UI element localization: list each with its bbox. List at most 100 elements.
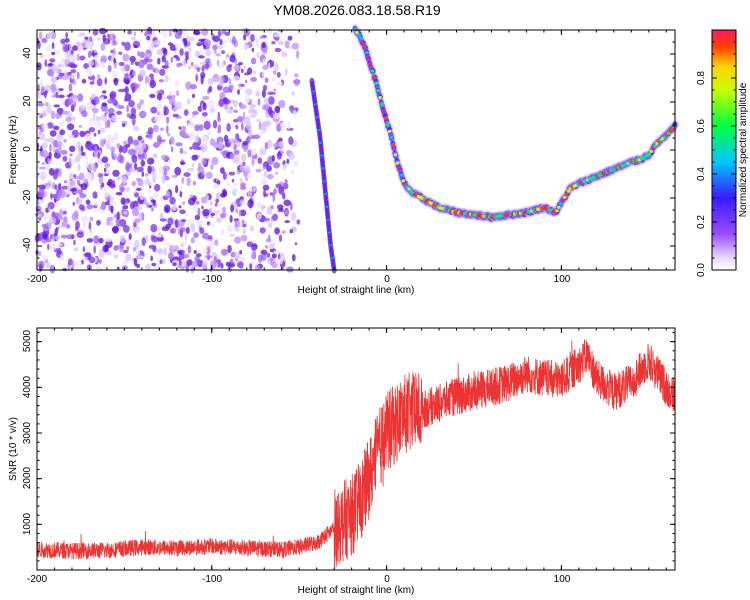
branch-blob (309, 77, 315, 85)
noise-blob (119, 234, 125, 244)
noise-blob (43, 138, 51, 142)
noise-blob (137, 255, 145, 259)
noise-blob (65, 98, 74, 106)
noise-blob (161, 154, 168, 161)
noise-blob (165, 223, 171, 229)
noise-blob (97, 74, 100, 79)
noise-blob (137, 135, 143, 141)
noise-blob (179, 191, 183, 198)
noise-blob (207, 255, 211, 261)
noise-blob (129, 201, 135, 210)
noise-blob (257, 157, 263, 165)
noise-blob (201, 65, 205, 73)
noise-blob (107, 98, 114, 104)
noise-blob (276, 71, 281, 78)
noise-blob (38, 31, 43, 40)
noise-blob (174, 166, 182, 176)
noise-blob (217, 45, 224, 50)
noise-blob (133, 221, 137, 228)
noise-blob (158, 110, 164, 119)
noise-blob (80, 215, 89, 223)
noise-blob (201, 136, 208, 144)
noise-blob (152, 67, 156, 73)
x-tick-label: 100 (554, 574, 571, 585)
noise-blob (217, 30, 222, 37)
noise-blob (68, 157, 72, 167)
noise-blob (133, 258, 138, 267)
noise-blob (284, 220, 291, 224)
ridge-core-mark (401, 179, 406, 183)
noise-blob (239, 162, 244, 172)
noise-blob (163, 247, 167, 256)
noise-blob (131, 117, 136, 126)
noise-blob (145, 202, 150, 208)
noise-blob (49, 130, 57, 137)
noise-blob (190, 237, 195, 244)
noise-blob (123, 249, 129, 254)
noise-blob (38, 132, 45, 141)
noise-blob (226, 224, 234, 233)
noise-blob (149, 93, 156, 99)
noise-blob (218, 98, 225, 108)
ridge-core-mark (653, 144, 657, 148)
noise-blob (144, 178, 150, 186)
noise-blob (274, 227, 280, 235)
noise-blob (182, 133, 189, 137)
noise-blob (49, 264, 55, 274)
noise-blob (233, 119, 239, 123)
noise-blob (53, 212, 60, 218)
noise-blob (237, 256, 246, 263)
noise-blob (41, 223, 48, 228)
noise-blob (109, 33, 116, 41)
noise-blob (175, 43, 181, 50)
noise-blob (66, 123, 75, 131)
noise-blob (72, 201, 76, 206)
spectrogram-x-tick-labels: -200 -100 0 100 (27, 274, 571, 285)
noise-blob (239, 104, 247, 110)
noise-blob (136, 103, 142, 110)
noise-blob (277, 40, 285, 46)
noise-blob (42, 109, 47, 118)
noise-blob (151, 236, 159, 243)
noise-blob (252, 159, 255, 165)
noise-blob (70, 188, 77, 192)
noise-blob (232, 181, 238, 187)
ridge-core-mark (361, 41, 365, 45)
y-tick-label: 40 (22, 47, 33, 59)
noise-blob (212, 44, 218, 51)
noise-blob (174, 219, 179, 228)
noise-blob (79, 32, 86, 37)
ridge-halo (351, 23, 679, 224)
noise-blob (274, 47, 282, 53)
noise-blob (156, 135, 162, 144)
noise-blob (225, 142, 230, 147)
noise-blob (183, 172, 191, 178)
noise-blob (80, 104, 86, 109)
noise-blob (194, 124, 200, 132)
noise-blob (252, 194, 255, 203)
noise-blob (255, 89, 261, 97)
noise-blob (261, 41, 266, 49)
noise-blob (150, 76, 155, 86)
noise-blob (250, 34, 255, 42)
noise-blob (105, 201, 110, 206)
noise-blob (230, 204, 235, 213)
noise-blob (58, 121, 66, 127)
y-tick-label: -20 (22, 189, 33, 204)
x-tick-label: 0 (384, 574, 390, 585)
noise-blob (48, 160, 54, 165)
y-tick-label: 3000 (22, 421, 33, 444)
noise-blob (249, 263, 253, 271)
noise-blob (239, 250, 243, 255)
noise-blob (72, 80, 77, 85)
noise-blob (112, 99, 118, 106)
ridge-core-mark (378, 95, 382, 100)
noise-blob (216, 217, 222, 223)
noise-blob (222, 190, 228, 197)
ridge-core-mark (666, 131, 671, 135)
noise-blob (156, 236, 164, 242)
noise-blob (258, 121, 262, 130)
ridge-core-mark (559, 202, 563, 206)
noise-blob (233, 64, 240, 71)
noise-blob (76, 231, 84, 238)
